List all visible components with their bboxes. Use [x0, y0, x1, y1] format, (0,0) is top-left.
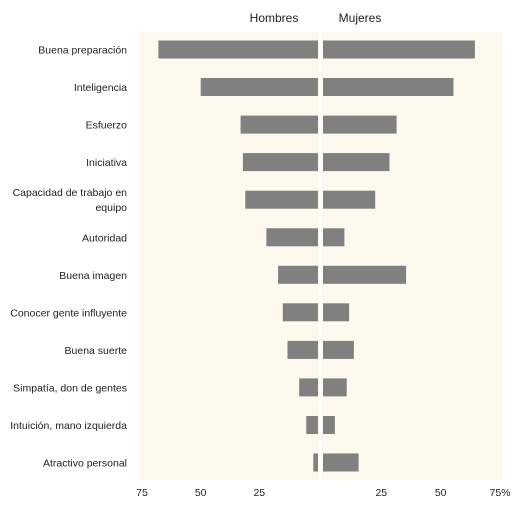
legend-mujeres: Mujeres [339, 11, 382, 25]
x-tick-label: 25 [375, 487, 387, 499]
bar-mujeres [323, 153, 390, 172]
bar-mujeres [323, 115, 397, 134]
bar-mujeres [323, 78, 454, 96]
bar-mujeres [323, 190, 376, 209]
category-label: Esfuerzo [86, 120, 128, 132]
bar-mujeres [323, 40, 475, 59]
bar-hombres [287, 340, 318, 359]
bar-hombres [313, 453, 318, 472]
category-labels: Buena preparación Inteligencia Esfuerzo Ini… [10, 45, 127, 470]
category-label: Simpatía, don de gentes [13, 382, 127, 394]
bar-hombres [240, 115, 318, 134]
bar-hombres [200, 78, 318, 96]
bar-mujeres [323, 340, 354, 359]
bar-hombres [306, 416, 318, 434]
x-tick-label: 75% [489, 487, 510, 499]
category-label: Buena imagen [59, 270, 127, 282]
hombres-bars [158, 40, 318, 472]
x-tick-label: 25 [253, 487, 265, 499]
category-label: Buena preparación [38, 45, 127, 57]
bar-mujeres [323, 303, 350, 322]
category-label: Autoridad [82, 232, 127, 244]
x-tick-label: 75 [136, 487, 148, 499]
x-tick-label: 50 [435, 487, 447, 499]
category-label: Capacidad de trabajo en equipo [13, 187, 128, 214]
category-label: Intuición, mano izquierda [10, 420, 127, 432]
bar-hombres [158, 40, 318, 59]
category-label: Buena suerte [65, 345, 128, 357]
category-label: Conocer gente influyente [10, 307, 127, 319]
bar-hombres [282, 303, 318, 322]
bar-mujeres [323, 453, 359, 472]
mujeres-bars [323, 40, 475, 472]
bar-mujeres [323, 265, 407, 284]
bar-mujeres [323, 416, 335, 434]
bar-hombres [245, 190, 318, 209]
category-label: Atractivo personal [43, 458, 127, 470]
bar-hombres [299, 378, 318, 397]
legend-hombres: Hombres [250, 11, 299, 25]
category-label: Inteligencia [74, 82, 127, 94]
category-label: Iniciativa [86, 157, 127, 169]
bar-hombres [278, 265, 318, 284]
bar-mujeres [323, 378, 347, 397]
bar-mujeres [323, 228, 345, 247]
bar-hombres [242, 153, 318, 172]
bar-hombres [266, 228, 318, 247]
x-tick-label: 50 [195, 487, 207, 499]
x-tick-labels: 75 50 25 25 50 75% [136, 487, 510, 499]
